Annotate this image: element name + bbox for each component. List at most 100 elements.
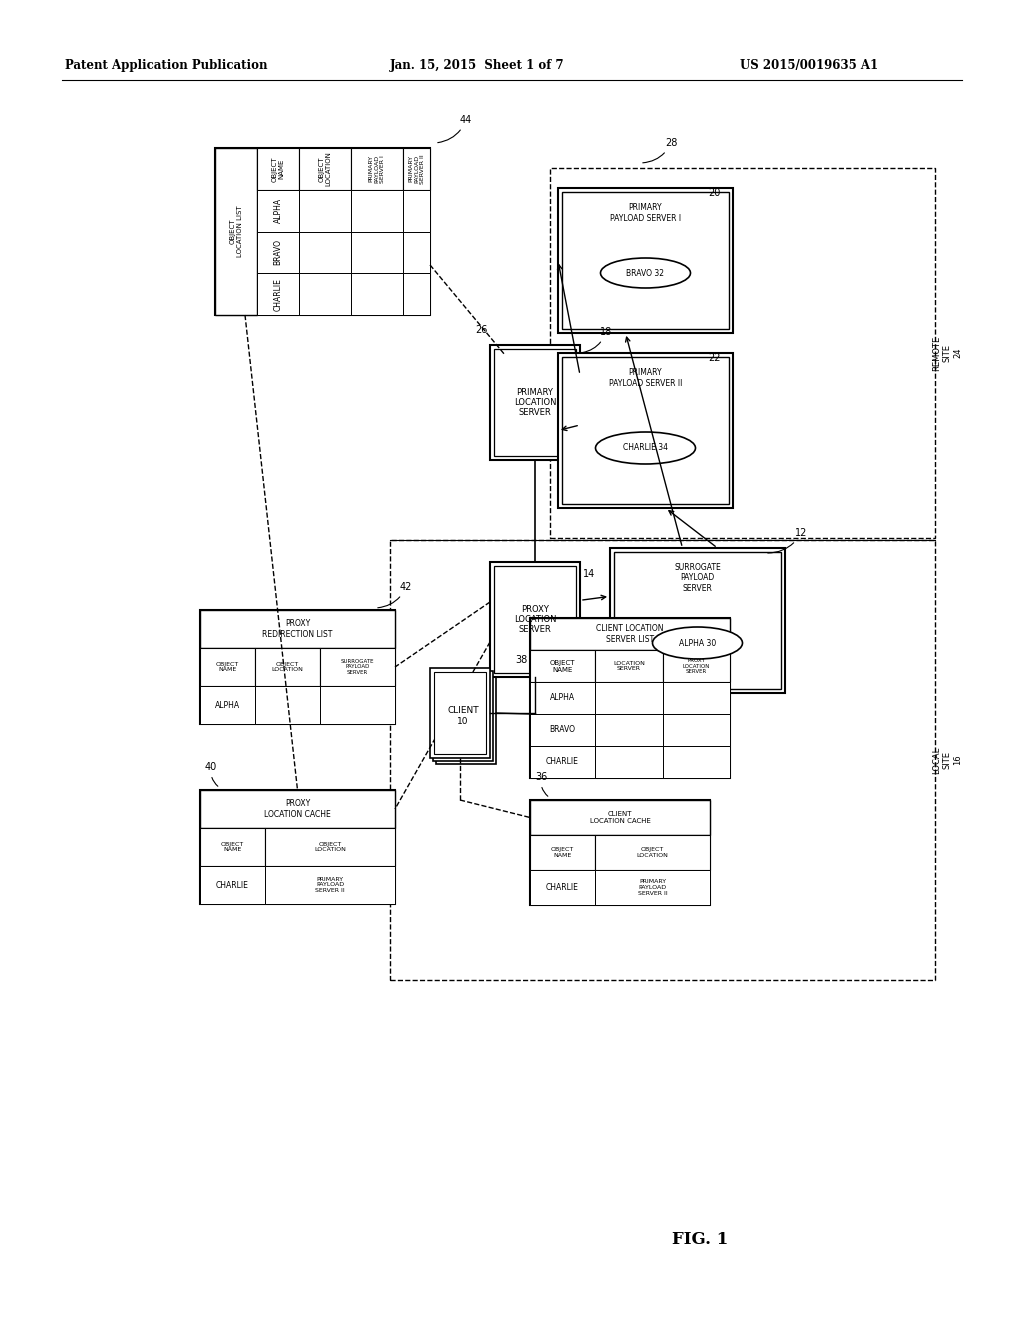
Bar: [663, 682, 730, 714]
Bar: [319, 648, 395, 686]
Bar: [430, 668, 490, 758]
Bar: [215, 148, 430, 315]
Text: Patent Application Publication: Patent Application Publication: [65, 58, 267, 71]
Bar: [530, 746, 595, 777]
Text: CLIENT
LOCATION CACHE: CLIENT LOCATION CACHE: [590, 810, 650, 824]
Text: Jan. 15, 2015  Sheet 1 of 7: Jan. 15, 2015 Sheet 1 of 7: [390, 58, 564, 71]
Bar: [490, 562, 580, 677]
Text: 26: 26: [475, 325, 487, 335]
Bar: [257, 190, 299, 231]
Text: PRIMARY
PAYLOAD SERVER II: PRIMARY PAYLOAD SERVER II: [609, 368, 682, 388]
Bar: [390, 540, 935, 979]
Bar: [299, 231, 351, 273]
Bar: [351, 190, 403, 231]
Text: REMOTE
SITE
24: REMOTE SITE 24: [932, 335, 962, 371]
Bar: [595, 682, 663, 714]
Text: BRAVO 32: BRAVO 32: [627, 268, 665, 277]
Text: PRIMARY
LOCATION
SERVER: PRIMARY LOCATION SERVER: [514, 388, 556, 417]
Text: CHARLIE: CHARLIE: [273, 277, 283, 310]
Bar: [200, 866, 265, 904]
Bar: [494, 348, 575, 455]
Bar: [530, 618, 730, 649]
Ellipse shape: [652, 627, 742, 659]
Bar: [558, 352, 733, 508]
Bar: [530, 836, 595, 870]
Text: OBJECT
LOCATION: OBJECT LOCATION: [318, 152, 332, 186]
Text: LOCATION
SERVER: LOCATION SERVER: [613, 660, 645, 672]
Bar: [562, 191, 729, 329]
Text: OBJECT
NAME: OBJECT NAME: [221, 842, 244, 853]
Text: CLIENT
10: CLIENT 10: [447, 706, 479, 726]
Bar: [434, 672, 486, 754]
Bar: [530, 618, 730, 777]
Bar: [530, 682, 595, 714]
Text: 22: 22: [708, 352, 721, 363]
Text: OBJECT
NAME: OBJECT NAME: [551, 847, 574, 858]
Text: PROXY
LOCATION CACHE: PROXY LOCATION CACHE: [264, 800, 331, 818]
Text: OBJECT
LOCATION: OBJECT LOCATION: [637, 847, 669, 858]
Bar: [215, 148, 257, 315]
Bar: [550, 168, 935, 539]
Text: ALPHA 30: ALPHA 30: [679, 639, 716, 648]
Text: OBJECT
NAME: OBJECT NAME: [216, 661, 240, 672]
Bar: [530, 649, 595, 682]
Text: ALPHA: ALPHA: [550, 693, 575, 702]
Bar: [663, 714, 730, 746]
Bar: [299, 273, 351, 315]
Text: BRAVO: BRAVO: [550, 726, 575, 734]
Text: ALPHA: ALPHA: [215, 701, 240, 710]
Text: PRIMARY
PAYLOAD
SERVER II: PRIMARY PAYLOAD SERVER II: [638, 879, 668, 896]
Text: PRIMARY
PAYLOAD
SERVER I: PRIMARY PAYLOAD SERVER I: [369, 154, 385, 183]
Bar: [257, 148, 299, 190]
Text: 18: 18: [583, 327, 612, 352]
Bar: [595, 836, 710, 870]
Bar: [595, 714, 663, 746]
Text: OBJECT
LOCATION LIST: OBJECT LOCATION LIST: [229, 206, 243, 257]
Text: SURROGATE
PAYLOAD
SERVER: SURROGATE PAYLOAD SERVER: [674, 564, 721, 593]
Text: PRIMARY
PAYLOAD SERVER I: PRIMARY PAYLOAD SERVER I: [610, 203, 681, 223]
Text: 20: 20: [708, 187, 720, 198]
Text: US 2015/0019635 A1: US 2015/0019635 A1: [740, 58, 879, 71]
Bar: [614, 552, 781, 689]
Bar: [663, 746, 730, 777]
Text: ALPHA: ALPHA: [273, 198, 283, 223]
Bar: [490, 345, 580, 459]
Text: CHARLIE: CHARLIE: [216, 880, 249, 890]
Text: PROXY
LOCATION
SERVER: PROXY LOCATION SERVER: [514, 605, 556, 635]
Bar: [351, 273, 403, 315]
Bar: [200, 686, 255, 723]
Text: CHARLIE: CHARLIE: [546, 758, 579, 767]
Bar: [257, 231, 299, 273]
Text: OBJECT
NAME: OBJECT NAME: [271, 156, 285, 182]
Bar: [610, 548, 785, 693]
Text: PRIMARY
PAYLOAD
SERVER II: PRIMARY PAYLOAD SERVER II: [315, 876, 345, 894]
Bar: [530, 800, 710, 836]
Bar: [436, 675, 496, 764]
Text: PRIMARY
PAYLOAD
SERVER II: PRIMARY PAYLOAD SERVER II: [409, 154, 425, 183]
Bar: [530, 870, 595, 906]
Bar: [595, 746, 663, 777]
Bar: [351, 231, 403, 273]
Text: OBJECT
LOCATION: OBJECT LOCATION: [314, 842, 346, 853]
Bar: [200, 648, 255, 686]
Text: CHARLIE: CHARLIE: [546, 883, 579, 892]
Bar: [299, 148, 351, 190]
Text: 12: 12: [768, 528, 807, 553]
Text: OBJECT
NAME: OBJECT NAME: [550, 660, 575, 672]
Bar: [433, 671, 493, 762]
Bar: [403, 190, 430, 231]
Bar: [265, 866, 395, 904]
Text: 14: 14: [583, 569, 595, 579]
Text: 38: 38: [515, 655, 527, 665]
Bar: [530, 800, 710, 906]
Bar: [558, 187, 733, 333]
Bar: [257, 273, 299, 315]
Bar: [255, 648, 319, 686]
Bar: [351, 148, 403, 190]
Text: 28: 28: [643, 139, 677, 162]
Text: PROXY
REDIRECTION LIST: PROXY REDIRECTION LIST: [262, 619, 333, 639]
Bar: [200, 610, 395, 723]
Text: 42: 42: [378, 582, 413, 607]
Bar: [265, 828, 395, 866]
Text: OBJECT
LOCATION: OBJECT LOCATION: [271, 661, 303, 672]
